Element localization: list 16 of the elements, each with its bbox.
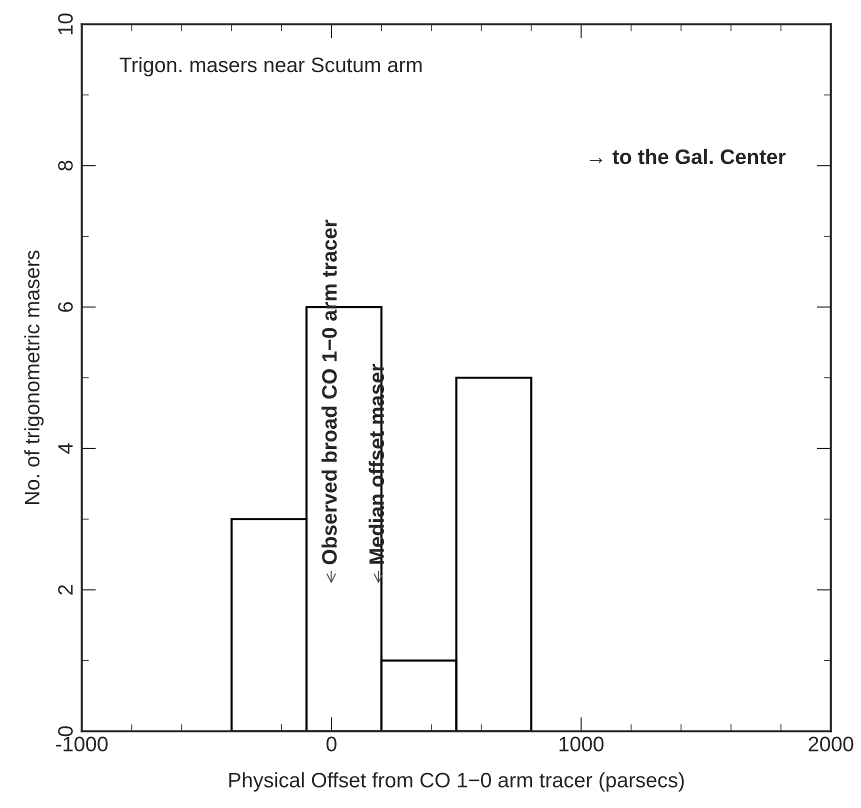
x-tick-label: 2000 bbox=[808, 736, 854, 752]
x-tick-label: -1000 bbox=[56, 736, 108, 752]
y-tick-label: 6 bbox=[58, 302, 73, 312]
annotation: Median offset maser bbox=[368, 364, 384, 564]
text: Trigon. masers near Scutum arm bbox=[120, 56, 422, 76]
annotation: Observed broad CO 1−0 arm tracer bbox=[322, 220, 337, 564]
y-tick-label: 8 bbox=[58, 160, 73, 171]
y-axis-title: No. of trigonometric masers bbox=[24, 250, 44, 504]
x-tick-label: 1000 bbox=[560, 736, 604, 752]
x-axis-title: Physical Offset from CO 1−0 arm tracer (parsecs) bbox=[229, 772, 684, 792]
y-tick-label: 10 bbox=[58, 13, 73, 34]
y-tick-label: 4 bbox=[58, 443, 73, 454]
annotation: → to the Gal. Center bbox=[590, 148, 786, 164]
x-tick-label: 0 bbox=[326, 736, 336, 752]
y-tick-label: 0 bbox=[58, 726, 73, 736]
y-tick-label: 2 bbox=[58, 585, 73, 595]
